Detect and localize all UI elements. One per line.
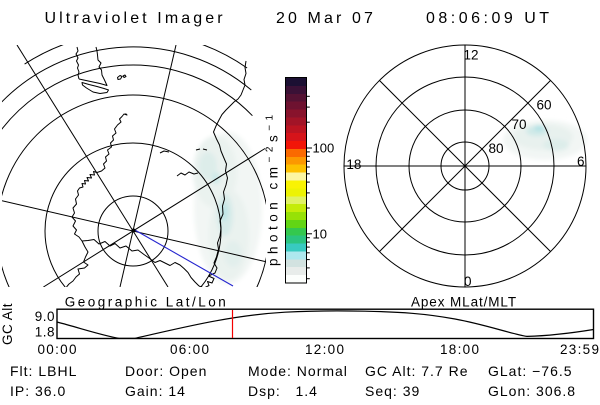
svg-text:60: 60 [537,98,552,113]
svg-text:Geographic Lat/Lon: Geographic Lat/Lon [65,295,229,310]
svg-text:GLat: −76.5: GLat: −76.5 [488,363,573,379]
svg-text:0: 0 [464,274,472,289]
svg-text:GLon: 306.8: GLon: 306.8 [488,383,576,399]
svg-text:08:06:09 UT: 08:06:09 UT [426,10,553,27]
svg-text:12:00: 12:00 [305,342,345,357]
svg-text:100: 100 [313,141,335,156]
svg-text:9.0: 9.0 [35,309,55,324]
svg-text:Gain: 14: Gain: 14 [125,383,186,399]
svg-text:photon cm−2s−1: photon cm−2s−1 [265,110,281,266]
svg-text:Mode: Normal: Mode: Normal [248,363,348,379]
svg-text:Flt: LBHL: Flt: LBHL [10,363,77,379]
svg-text:00:00: 00:00 [38,342,78,357]
svg-text:18:00: 18:00 [440,342,480,357]
svg-text:GC Alt: 7.7 Re: GC Alt: 7.7 Re [365,363,468,379]
svg-text:Dsp: 1.4: Dsp: 1.4 [248,383,318,399]
svg-text:23:59: 23:59 [560,342,600,357]
svg-text:6: 6 [577,154,585,169]
svg-text:80: 80 [489,141,504,156]
svg-text:Ultraviolet Imager: Ultraviolet Imager [45,10,226,27]
svg-text:12: 12 [464,48,479,63]
svg-text:GC Alt: GC Alt [0,303,15,345]
svg-text:Apex MLat/MLT: Apex MLat/MLT [411,295,517,310]
svg-text:18: 18 [346,157,361,172]
svg-text:Seq: 39: Seq: 39 [365,383,420,399]
svg-text:20 Mar 07: 20 Mar 07 [276,10,376,27]
svg-text:Door: Open: Door: Open [125,363,207,379]
svg-text:70: 70 [512,117,527,132]
svg-text:10: 10 [313,226,327,241]
svg-text:06:00: 06:00 [170,342,210,357]
svg-text:IP: 36.0: IP: 36.0 [10,383,66,399]
svg-text:1.8: 1.8 [35,325,55,340]
